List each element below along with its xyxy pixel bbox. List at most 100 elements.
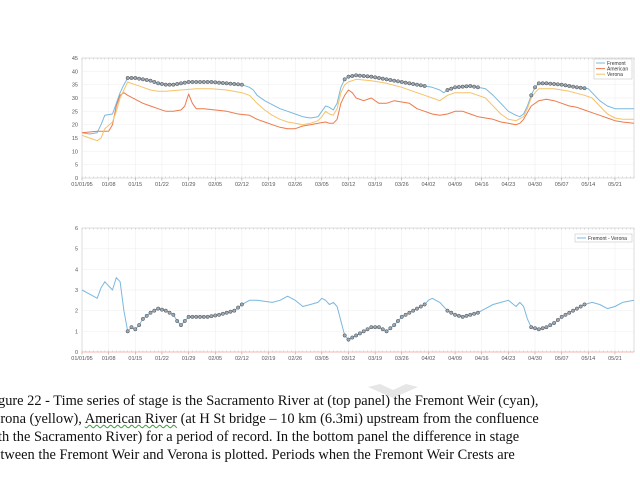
- crest-marker: [571, 84, 576, 89]
- crest-marker: [342, 77, 347, 82]
- crest-marker: [411, 82, 416, 86]
- crest-marker: [464, 84, 469, 89]
- x-tick-label: 03/19: [368, 182, 382, 188]
- crest-marker: [354, 333, 359, 338]
- crest-marker: [445, 308, 450, 313]
- crest-marker: [179, 81, 183, 86]
- crest-marker: [194, 80, 199, 84]
- caption-line-3: ith the Sacramento River) for a period o…: [0, 429, 520, 445]
- crest-marker: [567, 84, 572, 88]
- series-line-american: [81, 89, 635, 134]
- crest-marker: [205, 80, 210, 84]
- crest-marker: [186, 314, 191, 319]
- x-tick-label: 05/21: [608, 182, 622, 188]
- crest-marker: [156, 306, 161, 311]
- crest-marker: [456, 313, 461, 318]
- crest-marker: [205, 314, 210, 319]
- crest-marker: [167, 310, 172, 315]
- crest-marker: [369, 74, 374, 79]
- x-tick-label: 04/09: [448, 356, 462, 362]
- legend-label: Fremont - Verona: [588, 236, 627, 242]
- crest-marker: [544, 325, 549, 330]
- crest-marker: [574, 85, 579, 90]
- y-tick-label: 40: [72, 69, 78, 75]
- crest-marker: [224, 310, 229, 315]
- x-tick-label: 03/19: [368, 356, 382, 362]
- crest-marker: [163, 82, 168, 87]
- x-tick-label: 01/22: [155, 182, 169, 188]
- crest-marker: [171, 82, 176, 87]
- crest-marker: [418, 304, 423, 309]
- crest-marker: [552, 321, 557, 326]
- crest-marker: [415, 82, 419, 87]
- crest-marker: [232, 308, 237, 313]
- crest-marker: [209, 314, 214, 319]
- crest-marker: [563, 312, 568, 317]
- crest-marker: [194, 314, 199, 319]
- crest-marker: [159, 82, 164, 86]
- crest-marker: [555, 82, 560, 87]
- x-tick-label: 05/07: [555, 182, 569, 188]
- crest-marker: [129, 76, 134, 80]
- crest-marker: [125, 329, 130, 334]
- crest-marker: [540, 326, 545, 331]
- crest-marker: [376, 325, 381, 330]
- crest-marker: [392, 78, 397, 83]
- crest-marker: [190, 314, 195, 319]
- caption-line-2-start: erona (yellow),: [0, 411, 85, 427]
- x-tick-label: 01/01/95: [71, 356, 92, 362]
- x-tick-label: 03/26: [395, 356, 409, 362]
- x-tick-label: 04/30: [528, 356, 542, 362]
- y-tick-label: 45: [72, 56, 78, 62]
- crest-marker: [468, 84, 473, 88]
- x-tick-label: 04/16: [475, 182, 489, 188]
- crest-marker: [133, 76, 138, 80]
- legend-label: American: [607, 66, 628, 72]
- y-tick-label: 25: [72, 109, 78, 115]
- crest-marker: [373, 75, 378, 80]
- crest-marker: [167, 82, 172, 87]
- crest-marker: [548, 81, 553, 86]
- crest-marker: [403, 312, 408, 317]
- crest-marker: [411, 308, 416, 313]
- x-tick-label: 04/02: [422, 356, 436, 362]
- crest-marker: [384, 77, 389, 82]
- y-tick-label: 35: [72, 83, 78, 89]
- crest-marker: [559, 314, 564, 319]
- crest-marker: [144, 78, 149, 82]
- crest-marker: [396, 79, 400, 84]
- crest-marker: [475, 85, 480, 90]
- crest-marker: [529, 325, 534, 330]
- crest-marker: [380, 76, 385, 81]
- crest-marker: [217, 80, 221, 85]
- crest-marker: [563, 83, 568, 88]
- crest-marker: [232, 82, 237, 86]
- crest-marker: [399, 80, 404, 84]
- x-tick-label: 04/02: [422, 182, 436, 188]
- x-tick-label: 01/15: [128, 356, 142, 362]
- crest-marker: [582, 302, 587, 307]
- y-tick-label: 5: [75, 163, 78, 169]
- crest-marker: [373, 325, 378, 330]
- crest-marker: [574, 306, 579, 311]
- crest-marker: [582, 86, 587, 91]
- crest-marker: [449, 310, 454, 315]
- y-tick-label: 5: [75, 247, 78, 253]
- crest-marker: [388, 326, 393, 331]
- crest-marker: [456, 85, 461, 89]
- crest-marker: [175, 319, 180, 323]
- crest-marker: [220, 81, 225, 85]
- crest-marker: [407, 81, 412, 86]
- x-tick-label: 05/21: [608, 356, 622, 362]
- x-tick-label: 05/14: [581, 356, 595, 362]
- crest-marker: [213, 313, 218, 318]
- crest-marker: [209, 80, 214, 84]
- crest-marker: [236, 82, 241, 87]
- x-tick-label: 05/14: [581, 182, 595, 188]
- crest-marker: [175, 82, 180, 86]
- crest-marker: [129, 325, 134, 330]
- crest-marker: [388, 78, 393, 82]
- x-tick-label: 04/23: [501, 182, 515, 188]
- crest-marker: [544, 81, 549, 86]
- x-tick-label: 02/05: [208, 182, 222, 188]
